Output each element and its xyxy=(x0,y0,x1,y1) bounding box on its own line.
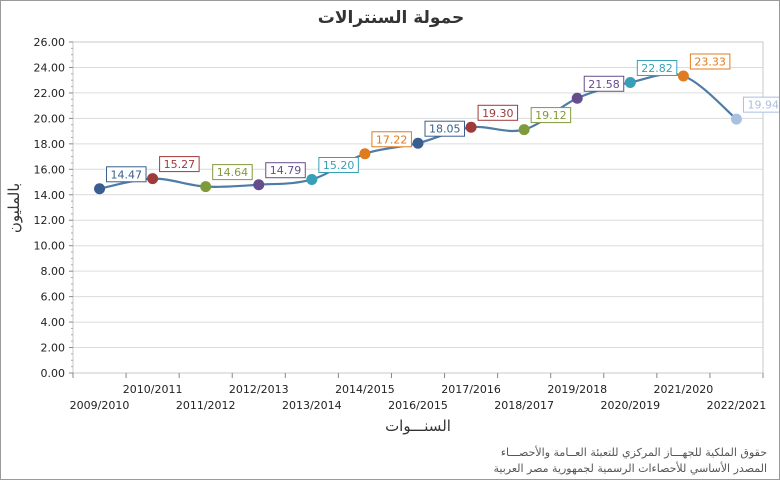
x-tick-label: 2011/2012 xyxy=(176,399,236,412)
chart-title: حمولة السنترالات xyxy=(318,8,464,28)
data-label: 22.82 xyxy=(641,62,673,75)
x-tick-label: 2016/2015 xyxy=(388,399,448,412)
data-label-box xyxy=(212,164,253,181)
data-label: 19.94 xyxy=(747,99,779,112)
x-tick-label: 2012/2013 xyxy=(229,383,289,396)
data-label: 18.05 xyxy=(429,123,461,136)
data-label: 14.47 xyxy=(111,168,143,181)
x-tick-label: 2009/2010 xyxy=(70,399,130,412)
x-axis-title: السنـــوات xyxy=(385,417,451,435)
data-label-box xyxy=(265,162,306,179)
data-label: 19.30 xyxy=(482,107,514,120)
y-tick-label: 24.00 xyxy=(34,61,66,74)
y-tick-label: 20.00 xyxy=(34,112,66,125)
data-label: 14.64 xyxy=(217,166,249,179)
x-tick-label: 2022/2021 xyxy=(707,399,767,412)
y-tick-label: 22.00 xyxy=(34,87,66,100)
data-point xyxy=(518,124,530,136)
data-label-box xyxy=(159,156,200,173)
axes xyxy=(69,41,764,378)
data-points xyxy=(94,70,742,195)
data-label-box xyxy=(371,131,412,148)
data-point xyxy=(253,179,265,191)
data-point xyxy=(94,183,106,195)
data-label: 21.58 xyxy=(588,78,620,91)
x-tick-label: 2018/2017 xyxy=(494,399,554,412)
x-tick-label: 2021/2020 xyxy=(654,383,714,396)
y-tick-label: 16.00 xyxy=(34,163,66,176)
y-tick-label: 14.00 xyxy=(34,189,66,202)
data-point xyxy=(412,137,424,149)
x-tick-label: 2010/2011 xyxy=(123,383,183,396)
footer-line-1: حقوق الملكية للجهـــاز المركزي للتعبئة ا… xyxy=(501,445,767,459)
y-ticks: 0.00 2.00 4.00 6.00 8.00 10.00 12.00 14.00 16.00… xyxy=(34,36,66,380)
footer-line-2: المصدر الأساسي للأحصاءات الرسمية لجمهوري… xyxy=(493,461,767,475)
x-tick-label: 2017/2016 xyxy=(441,383,501,396)
x-tick-label: 2019/2018 xyxy=(547,383,607,396)
data-label-box xyxy=(742,96,779,113)
data-label-box xyxy=(530,107,572,124)
data-label-box xyxy=(106,166,147,183)
data-point xyxy=(359,148,371,160)
data-label: 15.27 xyxy=(164,158,196,171)
x-ticks: 2009/2010 2010/2011 2011/2012 2012/2013 2013… xyxy=(70,383,767,412)
data-point xyxy=(200,181,212,193)
data-point xyxy=(306,173,318,185)
data-label-box xyxy=(477,104,519,121)
data-point xyxy=(465,121,477,133)
data-label-box xyxy=(318,156,359,173)
x-tick-label: 2014/2015 xyxy=(335,383,395,396)
y-tick-label: 8.00 xyxy=(41,265,66,278)
y-tick-label: 10.00 xyxy=(34,240,66,253)
x-tick-label: 2020/2019 xyxy=(600,399,660,412)
data-point xyxy=(571,92,583,104)
data-label-box xyxy=(424,120,465,137)
plot-area xyxy=(72,41,764,374)
x-tick-label: 2013/2014 xyxy=(282,399,342,412)
y-axis-title: بالمليون xyxy=(5,183,23,233)
data-label-box xyxy=(636,59,678,76)
y-tick-label: 26.00 xyxy=(34,36,66,49)
data-label-box xyxy=(689,53,731,70)
data-point xyxy=(677,70,689,82)
grid xyxy=(73,41,763,374)
y-tick-label: 4.00 xyxy=(41,316,66,329)
data-label: 14.79 xyxy=(270,164,302,177)
data-point xyxy=(730,113,742,125)
data-label: 15.20 xyxy=(323,159,355,172)
y-tick-label: 18.00 xyxy=(34,138,66,151)
y-tick-label: 6.00 xyxy=(41,291,66,304)
y-tick-label: 12.00 xyxy=(34,214,66,227)
y-tick-label: 2.00 xyxy=(41,342,66,355)
data-label: 17.22 xyxy=(376,133,408,146)
data-labels: 14.47 15.27 14.64 14.79 15.20 17.22 18.05 19.30… xyxy=(106,53,779,183)
data-label-box xyxy=(583,75,625,92)
data-point xyxy=(624,76,636,88)
data-label: 23.33 xyxy=(694,55,726,68)
y-tick-label: 0.00 xyxy=(41,367,66,380)
data-label: 19.12 xyxy=(535,109,567,122)
data-point xyxy=(147,173,159,185)
